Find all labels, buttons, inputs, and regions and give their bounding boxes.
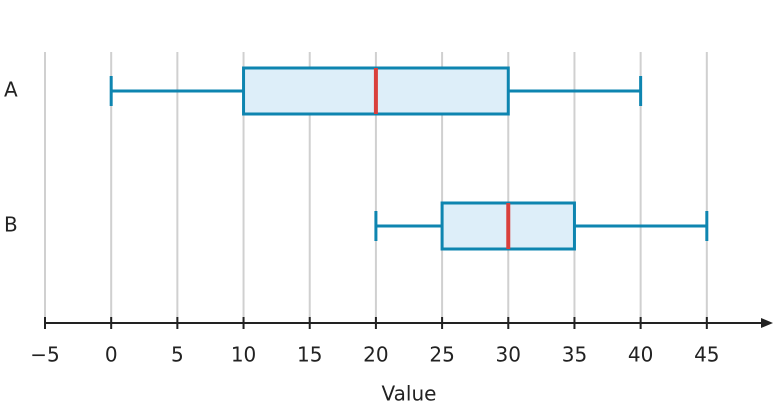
- x-tick-label: 30: [496, 343, 521, 367]
- x-tick-label: 15: [297, 343, 322, 367]
- x-tick-label: 0: [105, 343, 118, 367]
- y-tick-label: B: [4, 213, 18, 237]
- x-tick-label: 20: [363, 343, 388, 367]
- x-tick-label: 35: [562, 343, 587, 367]
- y-tick-label: A: [4, 78, 18, 102]
- x-tick-label: 25: [429, 343, 454, 367]
- x-axis-label: Value: [382, 382, 437, 406]
- x-tick-label: 45: [694, 343, 719, 367]
- x-tick-label: 40: [628, 343, 653, 367]
- x-tick-label: 10: [231, 343, 256, 367]
- x-tick-label: 5: [171, 343, 184, 367]
- axis-arrow: [761, 318, 773, 328]
- x-tick-label: −5: [30, 343, 59, 367]
